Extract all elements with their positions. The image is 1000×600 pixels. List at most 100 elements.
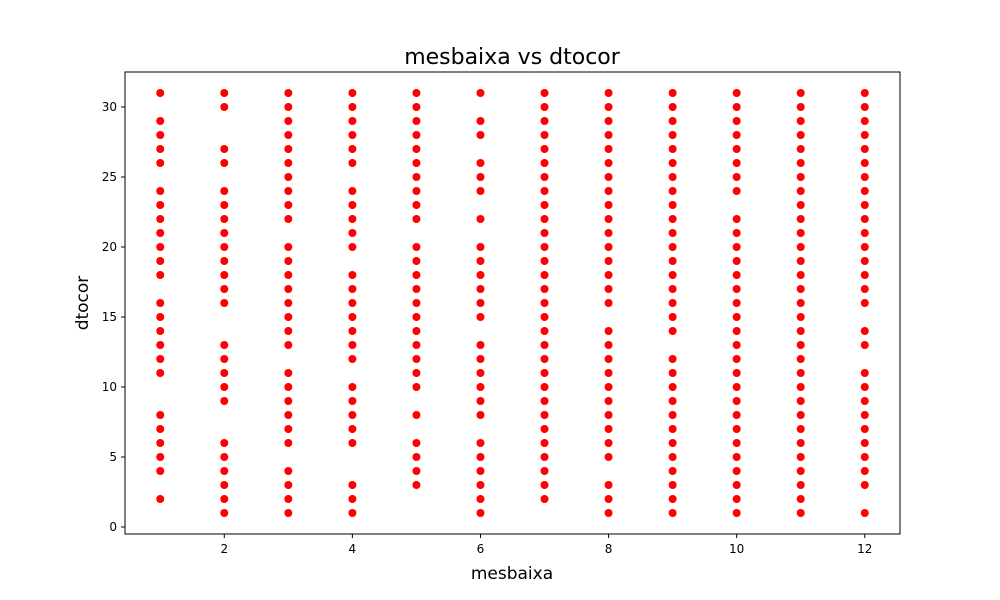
data-point — [796, 453, 805, 461]
data-point — [860, 285, 869, 293]
data-point — [412, 201, 421, 209]
data-point — [796, 271, 805, 279]
data-point — [860, 425, 869, 433]
data-point — [412, 453, 421, 461]
data-point — [540, 145, 549, 153]
data-point — [732, 117, 741, 125]
data-point — [476, 439, 485, 447]
data-point — [156, 355, 165, 363]
data-point — [284, 481, 293, 489]
data-point — [348, 397, 357, 405]
data-point — [348, 299, 357, 307]
data-point — [668, 243, 677, 251]
data-point — [284, 257, 293, 265]
data-point — [476, 257, 485, 265]
data-point — [540, 299, 549, 307]
data-point — [668, 145, 677, 153]
data-point — [796, 299, 805, 307]
data-point — [156, 89, 165, 97]
data-point — [860, 299, 869, 307]
data-point — [732, 453, 741, 461]
data-point — [604, 481, 613, 489]
data-point — [604, 145, 613, 153]
data-point — [476, 299, 485, 307]
data-point — [540, 369, 549, 377]
data-point — [732, 103, 741, 111]
data-point — [732, 299, 741, 307]
data-point — [284, 89, 293, 97]
data-point — [348, 117, 357, 125]
y-axis-ticks: 0 5 10 15 20 25 30 — [102, 100, 125, 534]
data-point — [796, 327, 805, 335]
data-point — [156, 425, 165, 433]
data-point — [348, 439, 357, 447]
x-tick-label: 6 — [477, 542, 485, 556]
data-point — [796, 383, 805, 391]
data-point — [156, 453, 165, 461]
data-point — [604, 383, 613, 391]
data-point — [220, 495, 229, 503]
data-point — [732, 425, 741, 433]
data-point — [796, 103, 805, 111]
data-point — [412, 257, 421, 265]
y-tick-label: 30 — [102, 100, 117, 114]
data-point — [860, 187, 869, 195]
data-point — [412, 271, 421, 279]
data-point — [540, 131, 549, 139]
data-point — [796, 341, 805, 349]
data-point — [732, 383, 741, 391]
data-point — [220, 439, 229, 447]
data-point — [412, 355, 421, 363]
data-point — [476, 159, 485, 167]
data-point — [796, 425, 805, 433]
data-point — [796, 89, 805, 97]
data-point — [156, 215, 165, 223]
data-point — [476, 509, 485, 517]
data-point — [348, 215, 357, 223]
data-point — [156, 187, 165, 195]
x-tick-label: 2 — [220, 542, 228, 556]
data-point — [348, 481, 357, 489]
data-point — [412, 215, 421, 223]
data-point — [156, 467, 165, 475]
data-point — [860, 173, 869, 181]
data-point — [604, 173, 613, 181]
data-point — [796, 397, 805, 405]
data-point — [220, 509, 229, 517]
data-point — [796, 355, 805, 363]
data-point — [668, 481, 677, 489]
data-point — [156, 229, 165, 237]
data-point — [540, 425, 549, 433]
data-point — [860, 145, 869, 153]
data-point — [284, 285, 293, 293]
data-point — [732, 271, 741, 279]
data-point — [284, 271, 293, 279]
data-point — [348, 229, 357, 237]
data-point — [540, 103, 549, 111]
data-point — [540, 327, 549, 335]
data-point — [476, 271, 485, 279]
data-point — [540, 117, 549, 125]
data-point — [668, 215, 677, 223]
data-point — [220, 369, 229, 377]
data-point — [220, 215, 229, 223]
data-point — [796, 495, 805, 503]
data-point — [156, 369, 165, 377]
data-point — [732, 369, 741, 377]
data-point — [156, 341, 165, 349]
data-point — [412, 299, 421, 307]
data-point — [284, 369, 293, 377]
data-point — [796, 187, 805, 195]
data-point — [604, 439, 613, 447]
data-point — [220, 159, 229, 167]
data-point — [220, 257, 229, 265]
data-point — [796, 439, 805, 447]
data-point — [604, 117, 613, 125]
data-point — [796, 243, 805, 251]
data-point — [412, 439, 421, 447]
data-point — [604, 355, 613, 363]
data-point — [220, 299, 229, 307]
data-point — [796, 173, 805, 181]
data-point — [476, 341, 485, 349]
data-point — [412, 411, 421, 419]
